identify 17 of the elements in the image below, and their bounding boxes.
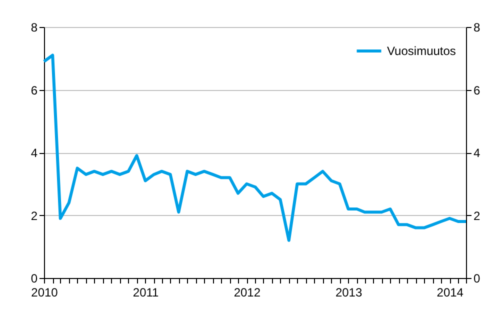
y2-tick-label: 0 xyxy=(474,272,480,286)
x-tick-label: 2011 xyxy=(132,286,160,300)
y2-tick-label: 6 xyxy=(474,83,480,98)
x-tick-label: 2014 xyxy=(436,286,464,300)
x-tick-label: 2013 xyxy=(335,286,362,300)
y-tick-label: 6 xyxy=(30,83,38,98)
y-tick-label: 4 xyxy=(30,146,38,160)
y-tick-label: 2 xyxy=(30,208,38,223)
line-series xyxy=(42,54,468,242)
legend-label: Vuosimuutos xyxy=(387,44,456,58)
y-tick-label: 8 xyxy=(30,20,38,34)
x-tick-label: 2010 xyxy=(31,286,58,300)
y2-tick-label: 4 xyxy=(474,146,480,160)
x-tick-label: 2012 xyxy=(234,286,261,300)
y2-tick-label: 8 xyxy=(474,20,480,34)
y-tick-label: 0 xyxy=(30,272,38,286)
y2-tick-label: 2 xyxy=(474,208,480,223)
